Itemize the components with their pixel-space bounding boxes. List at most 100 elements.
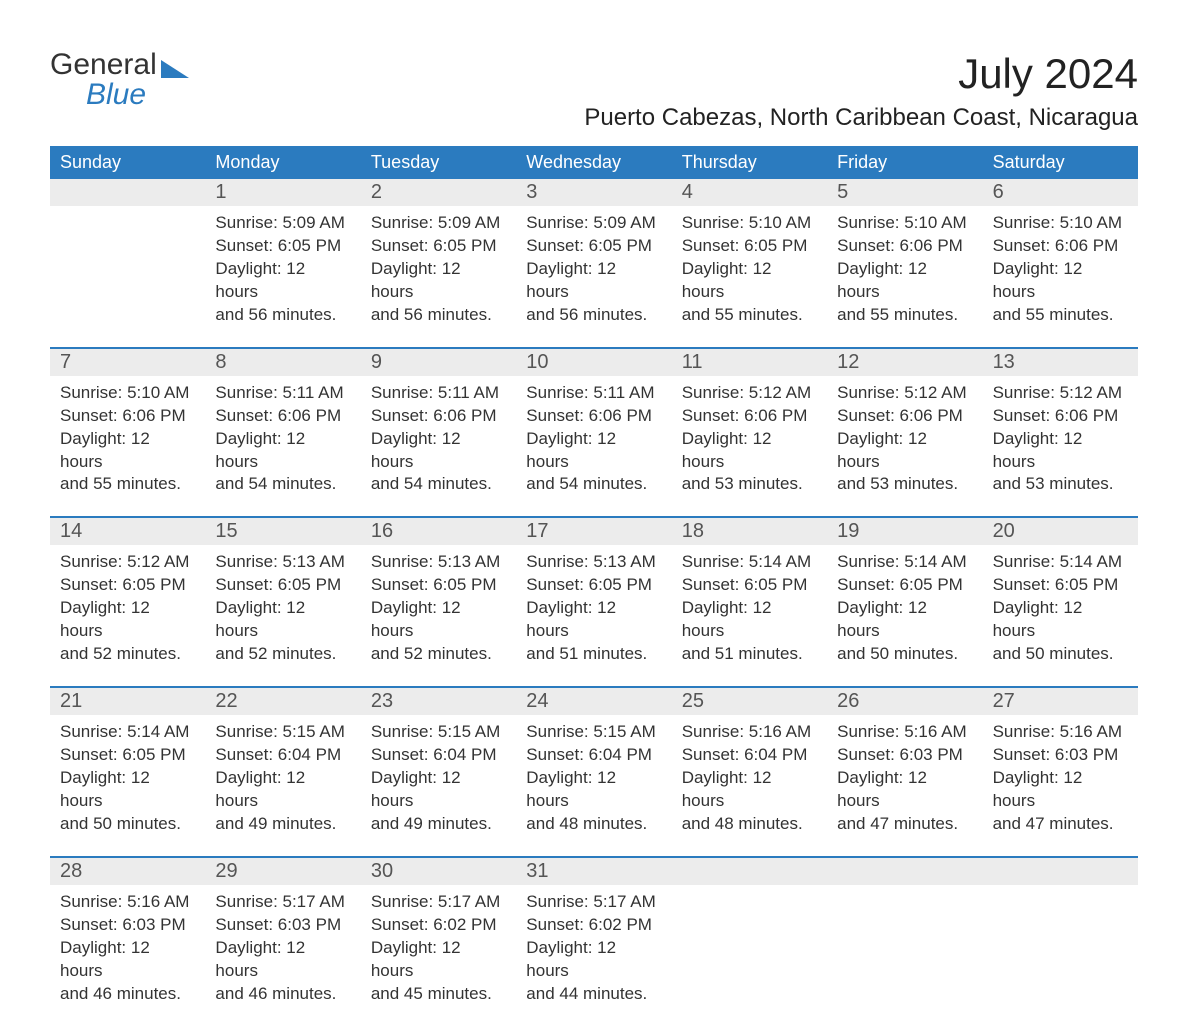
day-cell: Sunrise: 5:12 AMSunset: 6:05 PMDaylight:… xyxy=(50,545,205,670)
day-info-line: Sunset: 6:05 PM xyxy=(371,235,506,258)
day-info-line: Sunrise: 5:10 AM xyxy=(837,212,972,235)
logo: General Blue xyxy=(50,50,189,110)
daynum-band: 14151617181920 xyxy=(50,518,1138,545)
day-cell xyxy=(983,885,1138,1009)
day-info-line: Sunrise: 5:13 AM xyxy=(526,551,661,574)
daynum-band: 123456 xyxy=(50,179,1138,206)
day-cell: Sunrise: 5:11 AMSunset: 6:06 PMDaylight:… xyxy=(205,376,360,501)
week-row: 78910111213 Sunrise: 5:10 AM Sunset: 6:06 … xyxy=(50,347,1138,501)
day-info-line: Daylight: 12 hours xyxy=(215,428,350,474)
day-info-line: Daylight: 12 hours xyxy=(837,597,972,643)
day-info-line: Sunrise: 5:10 AM xyxy=(993,212,1128,235)
day-info-line: Daylight: 12 hours xyxy=(682,258,817,304)
calendar: SundayMondayTuesdayWednesdayThursdayFrid… xyxy=(50,146,1138,1009)
day-number: 14 xyxy=(50,518,205,545)
day-number: 2 xyxy=(361,179,516,206)
day-info-line: and 52 minutes. xyxy=(60,643,195,666)
day-number: 18 xyxy=(672,518,827,545)
day-info-line: Sunset: 6:06 PM xyxy=(215,405,350,428)
day-info-line: and 48 minutes. xyxy=(682,813,817,836)
day-info-line: Daylight: 12 hours xyxy=(60,937,195,983)
day-info-line: and 45 minutes. xyxy=(371,983,506,1006)
day-info-line: Daylight: 12 hours xyxy=(60,597,195,643)
day-cell: Sunrise: 5:10 AMSunset: 6:06 PMDaylight:… xyxy=(983,206,1138,331)
header: General Blue July 2024 Puerto Cabezas, N… xyxy=(50,50,1138,132)
day-info-line: Sunrise: 5:14 AM xyxy=(837,551,972,574)
day-info-line: and 56 minutes. xyxy=(526,304,661,327)
day-number: 10 xyxy=(516,349,671,376)
day-cell: Sunrise: 5:09 AMSunset: 6:05 PMDaylight:… xyxy=(361,206,516,331)
day-number: 25 xyxy=(672,688,827,715)
day-number: 20 xyxy=(983,518,1138,545)
day-info-line: Daylight: 12 hours xyxy=(993,428,1128,474)
weeks-container: 123456Sunrise: 5:09 AMSunset: 6:05 PMDay… xyxy=(50,179,1138,1009)
day-info-line: Sunrise: 5:10 AM xyxy=(60,382,195,405)
daynum-band: 21222324252627 xyxy=(50,688,1138,715)
day-info-line: Sunrise: 5:15 AM xyxy=(371,721,506,744)
day-info-line: Sunset: 6:06 PM xyxy=(682,405,817,428)
day-info-line: and 47 minutes. xyxy=(837,813,972,836)
day-info-line: Sunset: 6:05 PM xyxy=(215,235,350,258)
day-number: 24 xyxy=(516,688,671,715)
day-cell: Sunrise: 5:15 AMSunset: 6:04 PMDaylight:… xyxy=(516,715,671,840)
day-number xyxy=(983,858,1138,885)
day-number: 4 xyxy=(672,179,827,206)
day-cell: Sunrise: 5:09 AMSunset: 6:05 PMDaylight:… xyxy=(205,206,360,331)
location-subtitle: Puerto Cabezas, North Caribbean Coast, N… xyxy=(584,104,1138,132)
day-number: 16 xyxy=(361,518,516,545)
day-number xyxy=(827,858,982,885)
day-info-line: and 53 minutes. xyxy=(682,473,817,496)
day-cell: Sunrise: 5:13 AMSunset: 6:05 PMDaylight:… xyxy=(361,545,516,670)
day-info-line: Sunrise: 5:14 AM xyxy=(60,721,195,744)
day-number: 13 xyxy=(983,349,1138,376)
day-info-line: and 46 minutes. xyxy=(215,983,350,1006)
day-info-line: Sunrise: 5:16 AM xyxy=(682,721,817,744)
day-info-line: Daylight: 12 hours xyxy=(371,258,506,304)
day-info-line: Sunrise: 5:12 AM xyxy=(682,382,817,405)
day-info-line: and 54 minutes. xyxy=(215,473,350,496)
day-number: 29 xyxy=(205,858,360,885)
daynum-band: 78910111213 xyxy=(50,349,1138,376)
day-info-line: Sunrise: 5:12 AM xyxy=(993,382,1128,405)
logo-text-blue: Blue xyxy=(50,80,189,110)
day-info-line: Sunset: 6:02 PM xyxy=(526,914,661,937)
day-number: 1 xyxy=(205,179,360,206)
day-info-line: and 54 minutes. xyxy=(526,473,661,496)
day-cell: Sunrise: 5:16 AMSunset: 6:04 PMDaylight:… xyxy=(672,715,827,840)
day-info-line: Daylight: 12 hours xyxy=(993,597,1128,643)
day-info-line: Sunset: 6:03 PM xyxy=(837,744,972,767)
day-info-line: Sunset: 6:06 PM xyxy=(993,235,1128,258)
day-info-line: Sunset: 6:03 PM xyxy=(215,914,350,937)
day-info-line: Sunrise: 5:17 AM xyxy=(371,891,506,914)
day-info-line: Sunrise: 5:11 AM xyxy=(215,382,350,405)
day-info-line: Sunrise: 5:10 AM xyxy=(682,212,817,235)
logo-triangle-icon xyxy=(161,60,189,78)
day-info-line: Daylight: 12 hours xyxy=(60,767,195,813)
day-cell: Sunrise: 5:12 AMSunset: 6:06 PMDaylight:… xyxy=(983,376,1138,501)
day-info-line: Sunrise: 5:14 AM xyxy=(682,551,817,574)
day-number: 9 xyxy=(361,349,516,376)
day-cell: Sunrise: 5:10 AMSunset: 6:05 PMDaylight:… xyxy=(672,206,827,331)
day-info-line: Sunrise: 5:11 AM xyxy=(371,382,506,405)
day-info-line: and 53 minutes. xyxy=(837,473,972,496)
day-info-line: Daylight: 12 hours xyxy=(371,767,506,813)
day-number: 23 xyxy=(361,688,516,715)
day-cell xyxy=(827,885,982,1009)
day-info-line: Daylight: 12 hours xyxy=(371,428,506,474)
day-info-line: Daylight: 12 hours xyxy=(526,597,661,643)
dow-cell: Thursday xyxy=(672,146,827,179)
day-info-line: Sunrise: 5:17 AM xyxy=(215,891,350,914)
day-info-line: Sunrise: 5:14 AM xyxy=(993,551,1128,574)
day-info-line: Daylight: 12 hours xyxy=(215,937,350,983)
day-info-line: and 46 minutes. xyxy=(60,983,195,1006)
day-info-line: Daylight: 12 hours xyxy=(526,767,661,813)
day-info-line: and 52 minutes. xyxy=(371,643,506,666)
day-info-line: and 49 minutes. xyxy=(371,813,506,836)
dow-cell: Tuesday xyxy=(361,146,516,179)
day-cell: Sunrise: 5:16 AMSunset: 6:03 PMDaylight:… xyxy=(983,715,1138,840)
day-info-line: Daylight: 12 hours xyxy=(837,428,972,474)
dow-cell: Wednesday xyxy=(516,146,671,179)
day-number xyxy=(672,858,827,885)
day-cell: Sunrise: 5:12 AMSunset: 6:06 PMDaylight:… xyxy=(672,376,827,501)
day-info-line: Sunset: 6:06 PM xyxy=(837,405,972,428)
